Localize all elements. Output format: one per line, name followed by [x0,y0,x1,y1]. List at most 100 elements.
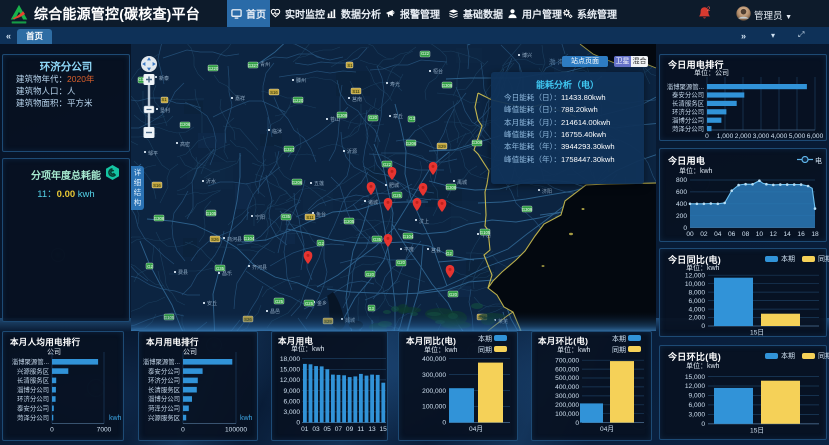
svg-text:9,000: 9,000 [688,393,705,400]
svg-text:4,000: 4,000 [688,306,705,313]
svg-text:0: 0 [701,323,705,330]
svg-text:0: 0 [683,225,687,232]
svg-text:齐河县: 齐河县 [252,264,267,271]
svg-text:滕州: 滕州 [296,77,306,84]
svg-text:G25: G25 [275,299,284,304]
svg-text:15,000: 15,000 [280,367,301,374]
svg-text:济阳: 济阳 [542,188,552,195]
svg-text:15,000: 15,000 [685,374,706,381]
svg-text:垦利: 垦利 [160,107,170,114]
svg-text:10: 10 [756,231,764,238]
svg-text:1,000: 1,000 [717,133,734,140]
svg-text:2,000: 2,000 [688,315,705,322]
svg-text:博兴: 博兴 [522,52,532,59]
svg-text:临沭: 临沭 [272,128,282,135]
svg-text:S16: S16 [270,90,278,95]
svg-text:S1: S1 [161,97,167,102]
svg-text:0: 0 [181,427,185,434]
svg-text:平邑: 平邑 [481,233,491,239]
svg-text:600: 600 [676,189,687,196]
svg-text:G327: G327 [248,63,259,68]
svg-text:G220: G220 [293,98,304,103]
svg-text:07: 07 [335,426,343,433]
svg-text:500,000: 500,000 [555,375,579,382]
svg-text:G22: G22 [383,162,392,167]
svg-text:12,000: 12,000 [685,383,706,390]
svg-text:300,000: 300,000 [555,393,579,400]
svg-text:G308: G308 [472,140,483,145]
svg-text:G25: G25 [393,193,402,198]
svg-text:04: 04 [714,231,722,238]
svg-text:18: 18 [811,231,819,238]
svg-text:300,000: 300,000 [422,372,446,379]
svg-text:禹城: 禹城 [457,179,467,186]
svg-text:G3: G3 [138,77,144,82]
svg-text:G205: G205 [344,219,355,224]
svg-text:2: 2 [707,7,711,13]
svg-text:淄博聚源管...: 淄博聚源管... [143,357,181,366]
svg-text:G308: G308 [154,216,165,221]
svg-text:渤海: 渤海 [549,57,566,66]
svg-text:菏泽分公司: 菏泽分公司 [148,404,180,413]
svg-text:G309: G309 [442,83,453,88]
svg-text:淄博分公司: 淄博分公司 [17,385,49,394]
svg-text:淄博分公司: 淄博分公司 [148,394,180,403]
svg-text:莒县: 莒县 [431,247,441,254]
svg-text:700,000: 700,000 [555,357,579,364]
svg-text:13: 13 [368,426,376,433]
svg-text:0: 0 [442,420,446,427]
svg-text:环济分公司: 环济分公司 [17,394,49,403]
svg-text:昌乐: 昌乐 [222,270,232,277]
svg-text:章丘: 章丘 [393,113,403,120]
svg-text:泰安分公司: 泰安分公司 [148,366,180,375]
svg-text:0: 0 [705,133,709,140]
svg-text:400,000: 400,000 [422,356,446,363]
svg-text:G20: G20 [369,115,378,120]
svg-text:kwh: kwh [109,415,122,422]
svg-text:泰安分公司: 泰安分公司 [17,404,49,413]
svg-text:费县: 费县 [178,269,188,276]
svg-text:淄博聚源管...: 淄博聚源管... [12,357,50,366]
svg-text:莒南: 莒南 [352,96,362,103]
svg-text:600,000: 600,000 [555,366,579,373]
svg-text:0: 0 [296,420,300,427]
svg-text:G2: G2 [318,241,324,246]
svg-text:G220: G220 [208,66,219,71]
svg-text:沂源: 沂源 [347,148,357,155]
svg-text:16: 16 [797,231,805,238]
svg-text:兴源服务区: 兴源服务区 [148,413,181,422]
svg-text:G206: G206 [406,141,417,146]
svg-text:新泰: 新泰 [159,75,169,82]
svg-text:肥城: 肥城 [389,182,399,189]
svg-text:3,000: 3,000 [283,409,300,416]
svg-text:环济分公司: 环济分公司 [148,376,180,385]
svg-text:淄博聚源管...: 淄博聚源管... [667,82,705,91]
svg-text:05: 05 [324,426,332,433]
svg-text:03: 03 [312,426,320,433]
svg-text:S1: S1 [347,63,353,68]
svg-text:高密: 高密 [180,141,190,148]
svg-text:100,000: 100,000 [422,404,446,411]
svg-text:邹平: 邹平 [148,150,158,157]
svg-text:环济分公司: 环济分公司 [672,107,704,116]
svg-text:G309: G309 [337,113,348,118]
svg-text:G309: G309 [522,207,533,212]
svg-text:S11: S11 [306,215,314,220]
svg-text:S26: S26 [211,237,219,242]
svg-text:五莲: 五莲 [314,180,324,187]
svg-text:200,000: 200,000 [422,388,446,395]
svg-text:S16: S16 [153,183,161,188]
svg-text:G105: G105 [480,230,491,235]
svg-text:淄博分公司: 淄博分公司 [672,115,704,124]
svg-text:3,000: 3,000 [753,133,770,140]
svg-text:200,000: 200,000 [555,402,579,409]
svg-text:5,000: 5,000 [789,133,806,140]
svg-text:嘉祥: 嘉祥 [235,95,245,102]
svg-text:09: 09 [346,426,354,433]
svg-text:0: 0 [50,427,54,434]
svg-text:商河县: 商河县 [227,236,242,243]
svg-text:泰安分公司: 泰安分公司 [672,90,704,99]
svg-text:G2: G2 [147,264,153,269]
svg-text:10,000: 10,000 [685,281,706,288]
svg-text:400: 400 [676,201,687,208]
